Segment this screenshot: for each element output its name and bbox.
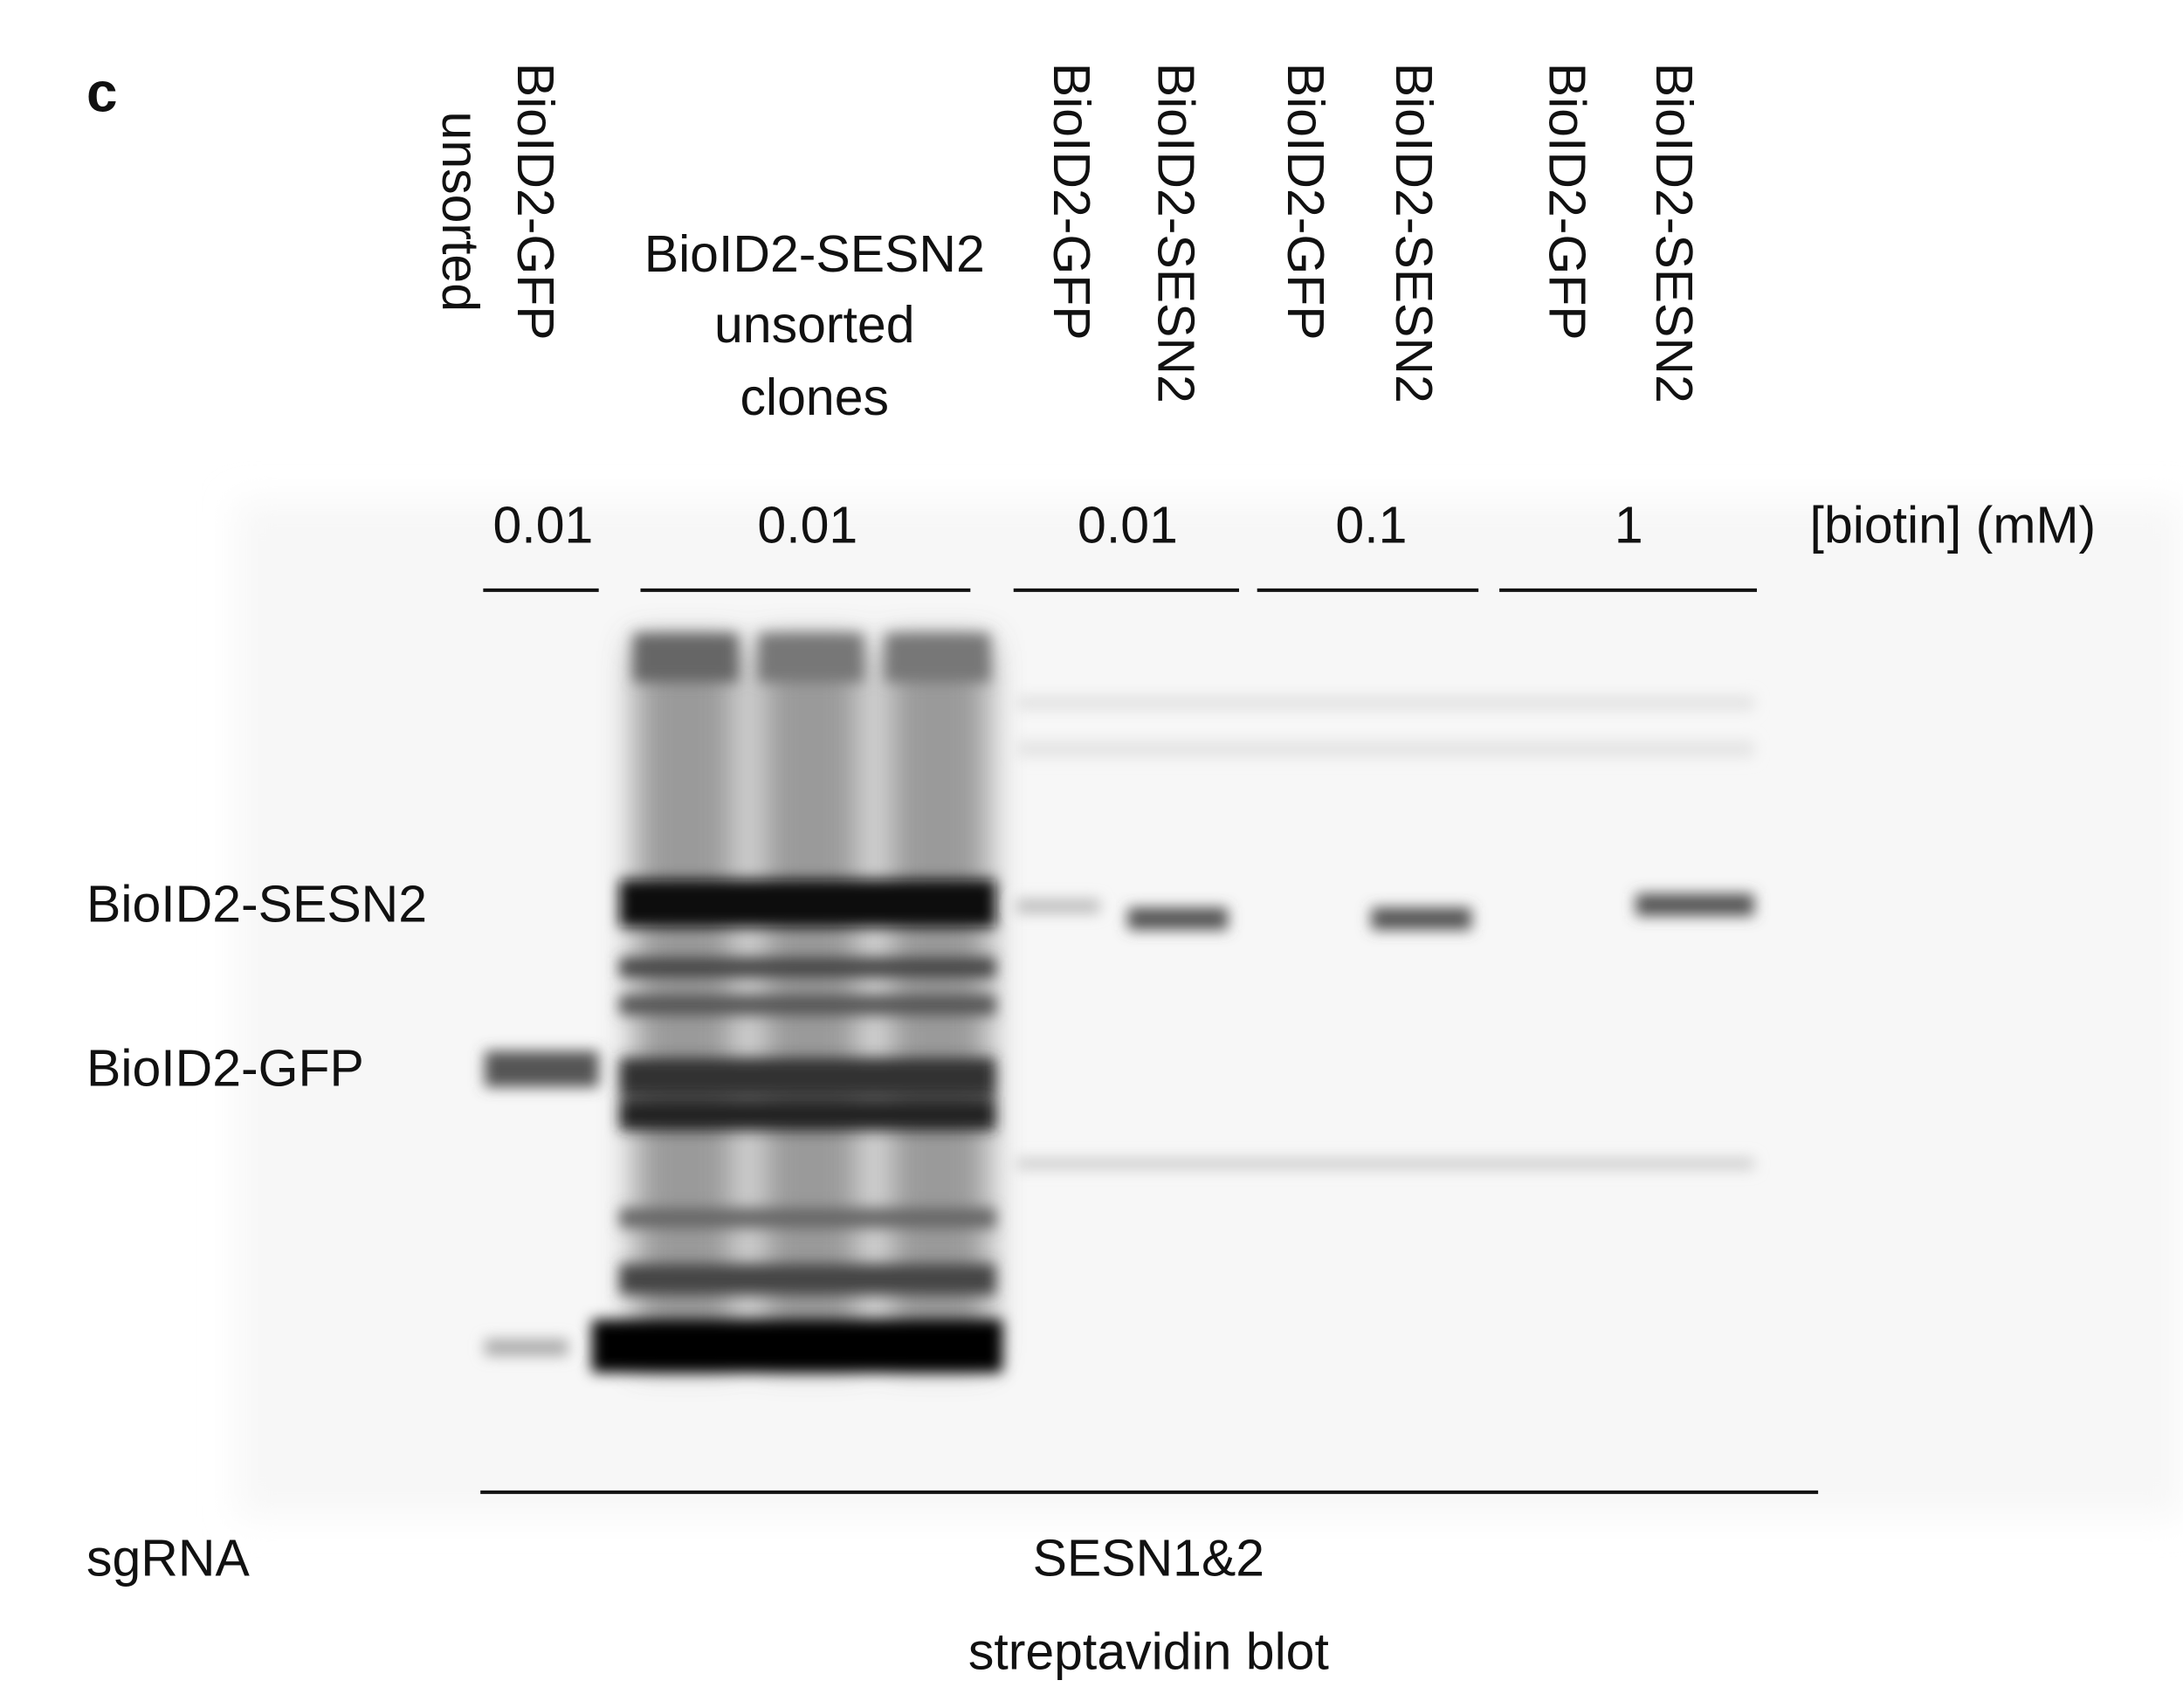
group-lines	[480, 588, 1819, 1494]
marker-label: BioID2-SESN2	[86, 876, 427, 933]
lane-label: BioID2-SESN2	[1645, 63, 1702, 403]
lane-label: BioID2-GFP	[1043, 63, 1099, 341]
lane-labels: BioID2-GFP unsorted BioID2-GFP BioID2-SE…	[431, 63, 1702, 403]
biotin-value: 0.01	[757, 498, 857, 554]
lane-label: unsorted	[714, 297, 914, 354]
biotin-label: [biotin] (mM)	[1810, 498, 2097, 554]
lane-label: BioID2-SESN2	[1147, 63, 1204, 403]
lane-label: clones	[740, 369, 889, 426]
lane-label: BioID2-SESN2	[1385, 63, 1442, 403]
caption: streptavidin blot	[968, 1623, 1329, 1680]
lane-label: BioID2-GFP	[506, 63, 563, 341]
blot	[237, 500, 2183, 1518]
lane-label: BioID2-GFP	[1538, 63, 1594, 341]
panel-label: c	[86, 61, 117, 124]
biotin-value: 0.01	[493, 498, 594, 554]
marker-label: BioID2-GFP	[86, 1040, 364, 1097]
sgrna-label: sgRNA	[86, 1531, 250, 1587]
lane-label: unsorted	[431, 112, 488, 312]
biotin-value: 0.01	[1078, 498, 1178, 554]
biotin-value: 1	[1615, 498, 1643, 554]
lane-label: BioID2-SESN2	[644, 226, 985, 283]
biotin-value: 0.1	[1335, 498, 1407, 554]
lane-label: BioID2-GFP	[1277, 63, 1333, 341]
sgrna-value: SESN1&2	[1033, 1531, 1265, 1587]
